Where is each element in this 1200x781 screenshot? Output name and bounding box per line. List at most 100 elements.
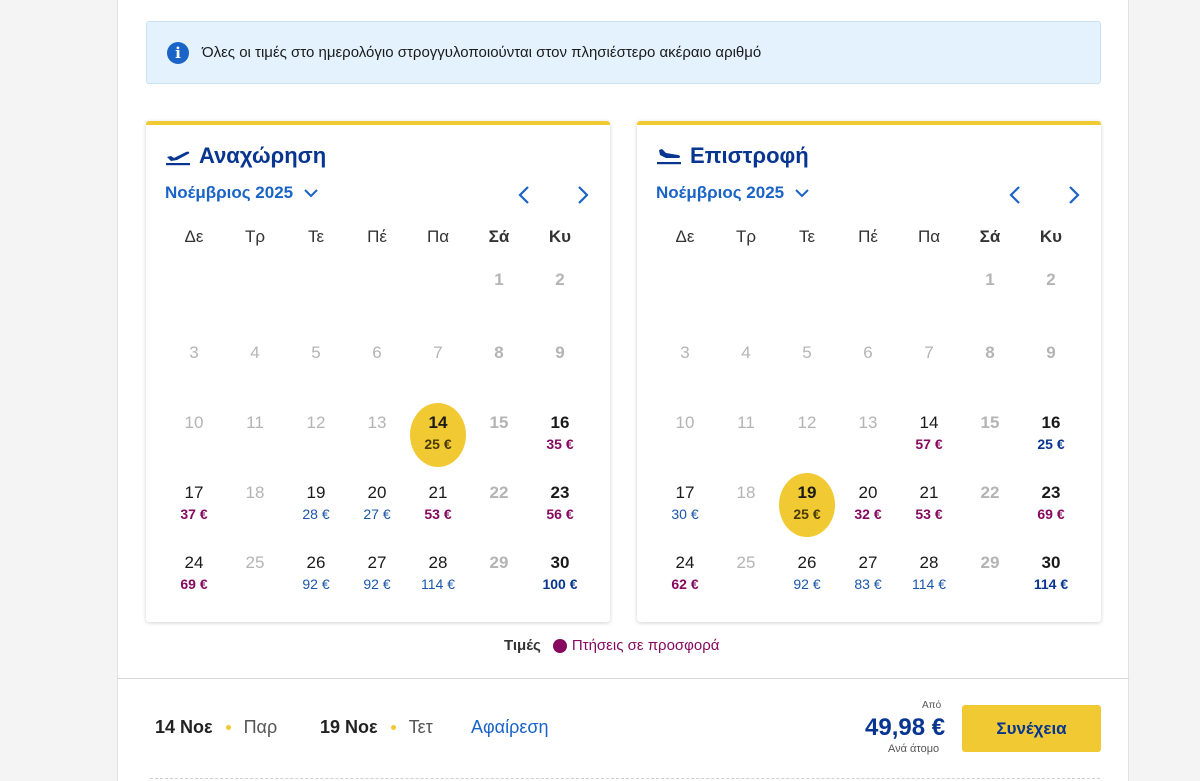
footer-dashed-line xyxy=(150,778,1100,779)
calendar-day: 10 xyxy=(166,413,222,469)
calendar-day[interactable]: 20 32 € xyxy=(840,483,896,539)
day-number: 9 xyxy=(555,343,565,362)
calendar-day[interactable]: 17 30 € xyxy=(657,483,713,539)
weekday-header: Κυ xyxy=(548,227,572,246)
calendar-day: 18 xyxy=(718,483,774,539)
weekday-header: Δε xyxy=(184,227,204,246)
day-number: 4 xyxy=(250,343,260,362)
calendar-day[interactable]: 14 57 € xyxy=(901,413,957,469)
day-price: 25 € xyxy=(793,506,821,522)
calendar-day: 29 xyxy=(962,553,1018,609)
day-number: 14 xyxy=(428,413,448,432)
day-number: 26 xyxy=(306,553,326,572)
return-next-month-button[interactable] xyxy=(1062,183,1086,207)
day-number: 16 xyxy=(550,413,570,432)
day-number: 22 xyxy=(980,483,1000,502)
calendar-day[interactable]: 20 27 € xyxy=(349,483,405,539)
departure-title-text: Αναχώρηση xyxy=(199,143,327,168)
calendar-day[interactable]: 16 35 € xyxy=(532,413,588,469)
summary-return-weekday: Τετ xyxy=(408,717,433,737)
departure-prev-month-button[interactable] xyxy=(512,183,536,207)
return-month-select[interactable]: Νοέμβριος 2025 xyxy=(656,183,810,203)
day-number: 6 xyxy=(372,343,382,362)
return-title: Επιστροφή xyxy=(656,143,809,169)
calendar-day: 5 xyxy=(779,343,835,399)
return-summary: 19 Νοε Τετ xyxy=(320,717,433,738)
calendar-day[interactable]: 24 69 € xyxy=(166,553,222,609)
calendar-day: 2 xyxy=(1023,270,1079,326)
calendar-day: 8 xyxy=(471,343,527,399)
calendar-day[interactable]: 27 92 € xyxy=(349,553,405,609)
calendar-day-selected[interactable]: 19 25 € xyxy=(779,473,835,537)
calendar-day[interactable]: 16 25 € xyxy=(1023,413,1079,469)
day-number: 23 xyxy=(550,483,570,502)
day-price: 114 € xyxy=(1033,576,1069,592)
chevron-left-icon xyxy=(518,186,529,204)
total-price: 49,98 € xyxy=(865,714,946,741)
calendar-day[interactable]: 28 114 € xyxy=(901,553,957,609)
continue-button[interactable]: Συνέχεια xyxy=(962,705,1101,752)
calendar-day[interactable]: 19 28 € xyxy=(288,483,344,539)
calendar-day[interactable]: 30 100 € xyxy=(532,553,588,609)
day-number: 3 xyxy=(189,343,199,362)
calendar-day[interactable]: 24 62 € xyxy=(657,553,713,609)
calendar-day[interactable]: 26 92 € xyxy=(288,553,344,609)
departure-month-select[interactable]: Νοέμβριος 2025 xyxy=(165,183,319,203)
from-label: Από xyxy=(922,700,942,711)
chevron-down-icon xyxy=(304,189,318,198)
calendar-day-selected[interactable]: 14 25 € xyxy=(410,403,466,467)
weekday-header: Τρ xyxy=(244,227,266,246)
day-number: 30 xyxy=(1041,553,1061,572)
day-price: 56 € xyxy=(546,506,574,522)
day-number: 6 xyxy=(863,343,873,362)
calendar-day[interactable]: 23 69 € xyxy=(1023,483,1079,539)
day-number: 19 xyxy=(306,483,326,502)
calendar-day[interactable]: 21 53 € xyxy=(410,483,466,539)
departure-summary: 14 Νοε Παρ xyxy=(155,717,277,738)
calendar-day: 6 xyxy=(840,343,896,399)
weekday-header: Τε xyxy=(798,227,816,246)
calendar-day: 22 xyxy=(962,483,1018,539)
day-number: 24 xyxy=(184,553,204,572)
info-text: Όλες οι τιμές στο ημερολόγιο στρογγυλοπο… xyxy=(202,44,762,61)
info-banner: i Όλες οι τιμές στο ημερολόγιο στρογγυλο… xyxy=(146,21,1101,84)
chevron-right-icon xyxy=(578,186,589,204)
weekday-header: Πα xyxy=(426,227,450,246)
day-number: 26 xyxy=(797,553,817,572)
calendar-day[interactable]: 28 114 € xyxy=(410,553,466,609)
separator-dot xyxy=(390,725,396,730)
remove-link[interactable]: Αφαίρεση xyxy=(471,717,549,737)
calendar-day[interactable]: 30 114 € xyxy=(1023,553,1079,609)
calendar-day: 13 xyxy=(840,413,896,469)
day-number: 1 xyxy=(985,270,995,289)
calendar-day[interactable]: 23 56 € xyxy=(532,483,588,539)
legend-label: Τιμές xyxy=(504,637,541,654)
weekday-header: Πέ xyxy=(367,227,387,246)
day-number: 13 xyxy=(367,413,387,432)
calendar-day[interactable]: 17 37 € xyxy=(166,483,222,539)
day-price: 28 € xyxy=(302,506,330,522)
departure-title: Αναχώρηση xyxy=(165,143,326,169)
return-calendar: Επιστροφή Νοέμβριος 2025 Δε Τρ Τε Πέ Πα Σά Κυ 1… xyxy=(637,121,1101,622)
day-number: 25 xyxy=(245,553,265,572)
departure-month-label: Νοέμβριος 2025 xyxy=(165,183,294,202)
calendar-day: 11 xyxy=(718,413,774,469)
day-number: 7 xyxy=(433,343,443,362)
day-price: 92 € xyxy=(302,576,330,592)
calendar-day: 9 xyxy=(532,343,588,399)
departure-next-month-button[interactable] xyxy=(571,183,595,207)
summary-depart-date: 14 Νοε xyxy=(155,717,213,737)
day-number: 20 xyxy=(367,483,387,502)
weekday-header: Πα xyxy=(917,227,941,246)
calendar-day[interactable]: 26 92 € xyxy=(779,553,835,609)
day-number: 7 xyxy=(924,343,934,362)
day-number: 3 xyxy=(680,343,690,362)
day-number: 21 xyxy=(919,483,939,502)
day-price: 25 € xyxy=(1037,436,1065,452)
calendar-day: 2 xyxy=(532,270,588,326)
day-number: 18 xyxy=(245,483,265,502)
return-prev-month-button[interactable] xyxy=(1003,183,1027,207)
calendar-day: 22 xyxy=(471,483,527,539)
calendar-day[interactable]: 27 83 € xyxy=(840,553,896,609)
calendar-day[interactable]: 21 53 € xyxy=(901,483,957,539)
